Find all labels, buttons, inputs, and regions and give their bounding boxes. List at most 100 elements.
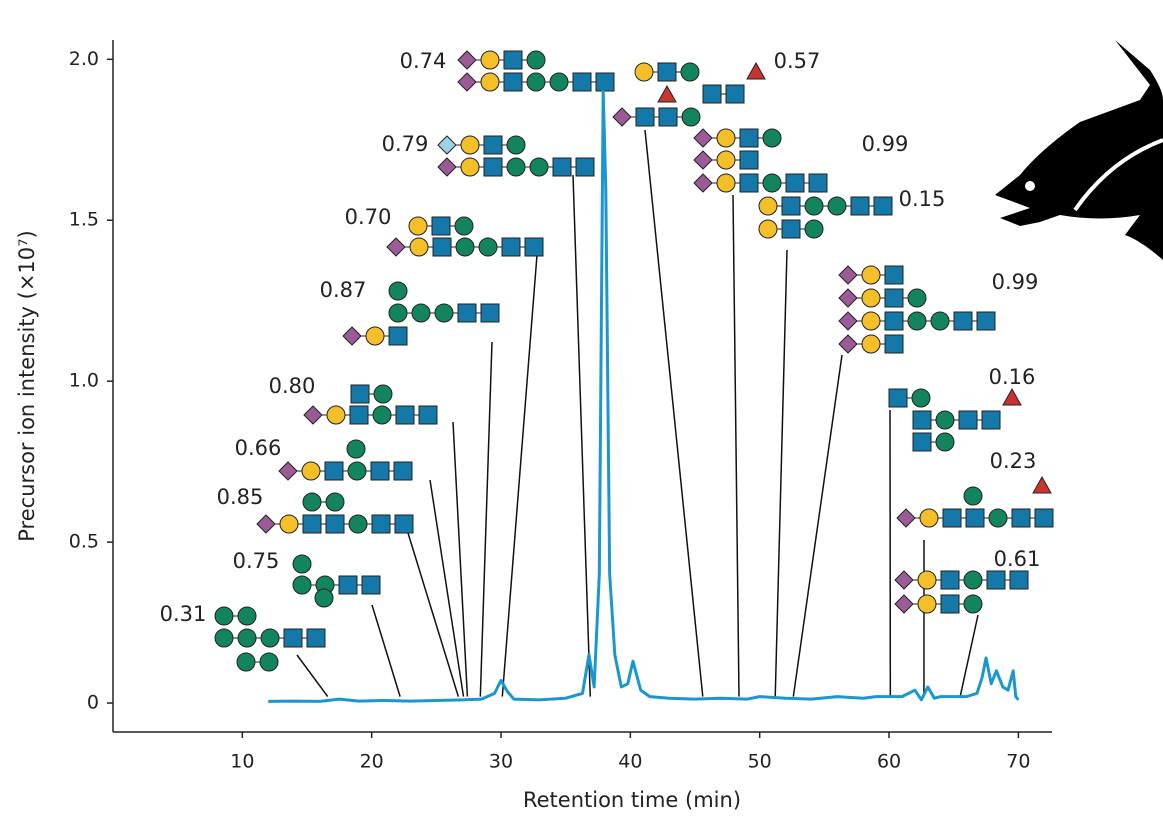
y-tick-label: 1.5: [69, 209, 99, 231]
glycan-square: [338, 575, 358, 595]
glycan-square: [739, 173, 759, 193]
score-label: 0.99: [862, 132, 909, 156]
glycan-square: [349, 405, 369, 425]
leader-line: [479, 341, 493, 697]
score-label: 0.15: [899, 187, 946, 211]
glycan-diamond: [342, 326, 362, 346]
glycan-circle: [526, 72, 546, 92]
x-axis-label: Retention time (min): [523, 788, 741, 812]
glycan-diamond: [386, 237, 406, 257]
glycan-square: [501, 237, 521, 257]
glycan-diamond: [838, 334, 858, 354]
glycan-triangle: [1002, 387, 1022, 406]
score-label: 0.23: [990, 449, 1037, 473]
score-label: 0.31: [160, 602, 207, 626]
glycan-circle: [292, 554, 312, 574]
glycan-square: [912, 432, 932, 452]
glycan-square: [350, 384, 370, 404]
glycan-square: [324, 461, 344, 481]
glycan-circle: [549, 72, 569, 92]
glycan-circle: [460, 157, 480, 177]
glycan-circle: [529, 157, 549, 177]
glycan-circle: [260, 628, 280, 648]
glycan-square: [635, 107, 655, 127]
glycan-square: [503, 72, 523, 92]
x-tick-label: 30: [489, 751, 513, 773]
glycan-circle: [506, 157, 526, 177]
glycan-square: [1034, 508, 1054, 528]
glycan-circle: [804, 219, 824, 239]
glycan-diamond: [838, 288, 858, 308]
glycan-triangle: [746, 61, 766, 80]
glycan-circle: [434, 303, 454, 323]
glycan-square: [361, 575, 381, 595]
glycan-square: [781, 219, 801, 239]
score-label: 0.61: [994, 547, 1041, 571]
glycan-diamond: [894, 570, 914, 590]
score-label: 0.80: [269, 374, 316, 398]
glycan-square: [808, 173, 828, 193]
glycan-circle: [861, 265, 881, 285]
glycan-square: [457, 303, 477, 323]
glycan-square: [370, 461, 390, 481]
glycan-square: [503, 50, 523, 70]
glycan-circle: [409, 237, 429, 257]
glycan-circle: [411, 303, 431, 323]
glycan-circle: [911, 388, 931, 408]
x-tick-label: 70: [1006, 751, 1030, 773]
glycan-circle: [292, 575, 312, 595]
glycan-circle: [347, 461, 367, 481]
glycan-circle: [372, 405, 392, 425]
leader-line: [792, 354, 843, 697]
glycan-square: [371, 514, 391, 534]
glycan-circle: [348, 514, 368, 534]
glycan-circle: [907, 288, 927, 308]
score-label: 0.75: [233, 549, 280, 573]
glycan-square: [657, 62, 677, 82]
glycan-circle: [963, 570, 983, 590]
glycan-square: [283, 628, 303, 648]
score-label: 0.85: [217, 485, 264, 509]
glycan-square: [572, 72, 592, 92]
leader-line: [572, 174, 592, 697]
glycan-square: [785, 173, 805, 193]
glycan-circle: [214, 606, 234, 626]
glycan-circle: [408, 216, 428, 236]
glycan-circle: [861, 288, 881, 308]
glycan-square: [325, 514, 345, 534]
glycan-circle: [634, 62, 654, 82]
leader-line: [407, 532, 460, 697]
glycan-circle: [460, 135, 480, 155]
glycan-square: [965, 508, 985, 528]
leader-line: [732, 194, 740, 697]
glycan-square: [702, 84, 722, 104]
glycan-square: [1009, 570, 1029, 590]
glycan-circle: [919, 508, 939, 528]
glycan-square: [394, 514, 414, 534]
glycan-square: [658, 107, 678, 127]
glycan-circle: [373, 384, 393, 404]
glycan-square: [483, 157, 503, 177]
glycan-circle: [279, 514, 299, 534]
glycan-circle: [326, 405, 346, 425]
glycan-square: [912, 410, 932, 430]
fish-icon: [995, 40, 1163, 260]
y-tick-label: 0.5: [69, 531, 99, 553]
glycan-square: [483, 135, 503, 155]
leader-line: [296, 654, 329, 698]
x-tick-label: 20: [360, 751, 384, 773]
glycan-circle: [526, 50, 546, 70]
glycan-circle: [917, 570, 937, 590]
glycan-circle: [762, 173, 782, 193]
glycan-square: [888, 388, 908, 408]
glycan-circle: [963, 486, 983, 506]
glycan-circle: [480, 50, 500, 70]
score-label: 0.66: [235, 436, 282, 460]
glycan-triangle: [657, 84, 677, 103]
glycan-circle: [827, 196, 847, 216]
glycan-circle: [758, 196, 778, 216]
glycan-square: [739, 128, 759, 148]
glycan-square: [480, 303, 500, 323]
chromatogram-line: [268, 89, 1020, 703]
glycan-square: [981, 410, 1001, 430]
